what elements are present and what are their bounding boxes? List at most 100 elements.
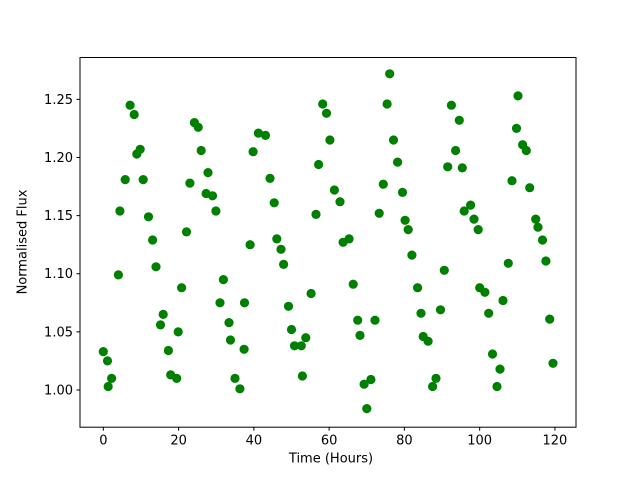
scatter-point [498, 295, 508, 306]
scatter-point [388, 135, 399, 145]
scatter-point [283, 301, 294, 311]
y-tick-label: 1.00 [44, 383, 73, 398]
scatter-point [525, 183, 535, 193]
scatter-point [370, 315, 380, 325]
scatter-point [537, 235, 548, 245]
y-axis-label: Normalised Flux [15, 189, 31, 295]
scatter-point [155, 320, 166, 330]
scatter-point [143, 212, 154, 222]
x-tick-label: 0 [99, 434, 107, 449]
scatter-point [329, 185, 339, 195]
scatter-point [407, 250, 417, 260]
scatter-point [469, 214, 479, 224]
scatter-point [207, 191, 218, 201]
scatter-point [269, 198, 279, 208]
scatter-point [129, 109, 139, 120]
scatter-point [466, 200, 476, 210]
scatter-point [272, 234, 282, 244]
scatter-point [296, 341, 306, 351]
scatter-point [473, 225, 483, 235]
scatter-point [503, 258, 513, 268]
scatter-point [196, 145, 206, 156]
scatter-point [163, 345, 173, 356]
scatter-point [265, 173, 275, 183]
y-tick-label: 1.20 [44, 151, 73, 166]
x-tick-label: 100 [467, 434, 492, 449]
scatter-point [459, 206, 469, 216]
scatter-point [120, 175, 130, 185]
x-tick-label: 120 [543, 434, 568, 449]
scatter-point [138, 175, 148, 185]
scatter-point [511, 123, 522, 133]
scatter-point [531, 214, 541, 224]
scatter-point [115, 206, 125, 216]
scatter-point [359, 379, 369, 389]
scatter-point [158, 309, 168, 319]
scatter-point [403, 225, 413, 235]
scatter-point [353, 315, 363, 325]
scatter-point [439, 265, 449, 275]
scatter-point [385, 69, 395, 79]
scatter-point [325, 135, 335, 145]
scatter-point [362, 404, 372, 414]
scatter-point [513, 91, 523, 101]
scatter-point [193, 122, 203, 132]
scatter-point [397, 187, 408, 197]
scatter-point [393, 157, 403, 167]
scatter-point [276, 244, 286, 254]
scatter-point [435, 305, 446, 315]
scatter-point [457, 163, 467, 173]
scatter-point [495, 364, 505, 374]
scatter-point [132, 149, 142, 159]
scatter-point [374, 208, 384, 218]
scatter-point [215, 298, 225, 308]
scatter-point [103, 381, 113, 392]
scatter-point [253, 128, 263, 138]
axes-box [79, 57, 577, 428]
y-tick-label: 1.05 [44, 325, 73, 340]
scatter-point [484, 308, 494, 318]
scatter-point [181, 227, 192, 237]
y-tick-label: 1.10 [44, 267, 73, 282]
scatter-point [541, 256, 551, 266]
scatter-point [239, 298, 250, 308]
scatter-point [260, 130, 271, 140]
scatter-point [548, 358, 558, 368]
scatter-point [400, 215, 410, 225]
y-tick-label: 1.25 [44, 93, 73, 108]
scatter-point [344, 234, 354, 244]
scatter-point [113, 270, 123, 280]
scatter-point [301, 333, 311, 343]
scatter-point [507, 176, 517, 186]
scatter-point [173, 327, 183, 337]
x-tick-label: 60 [321, 434, 338, 449]
scatter-point [279, 259, 289, 269]
scatter-point [306, 288, 316, 299]
scatter-point [172, 373, 182, 383]
scatter-point [335, 197, 345, 207]
scatter-point [211, 206, 221, 216]
scatter-point [224, 318, 234, 328]
x-axis-label: Time (Hours) [288, 451, 374, 467]
x-tick-label: 20 [170, 434, 187, 449]
scatter-point [203, 168, 213, 178]
scatter-point [235, 384, 245, 394]
scatter-point [177, 283, 187, 293]
scatter-point [348, 279, 358, 289]
scatter-point [413, 283, 423, 293]
scatter-point [318, 99, 328, 109]
scatter-point [314, 159, 324, 170]
scatter-point [321, 108, 332, 118]
scatter-point [289, 341, 300, 351]
scatter-point [239, 344, 249, 354]
scatter-point [492, 381, 502, 392]
scatter-point [355, 330, 365, 340]
scatter-point [366, 374, 376, 385]
scatter-point [428, 381, 438, 392]
scatter-point [151, 262, 161, 272]
scatter-point [230, 373, 240, 383]
scatter-point [102, 356, 113, 366]
scatter-point [286, 324, 297, 335]
scatter-point [98, 347, 108, 357]
